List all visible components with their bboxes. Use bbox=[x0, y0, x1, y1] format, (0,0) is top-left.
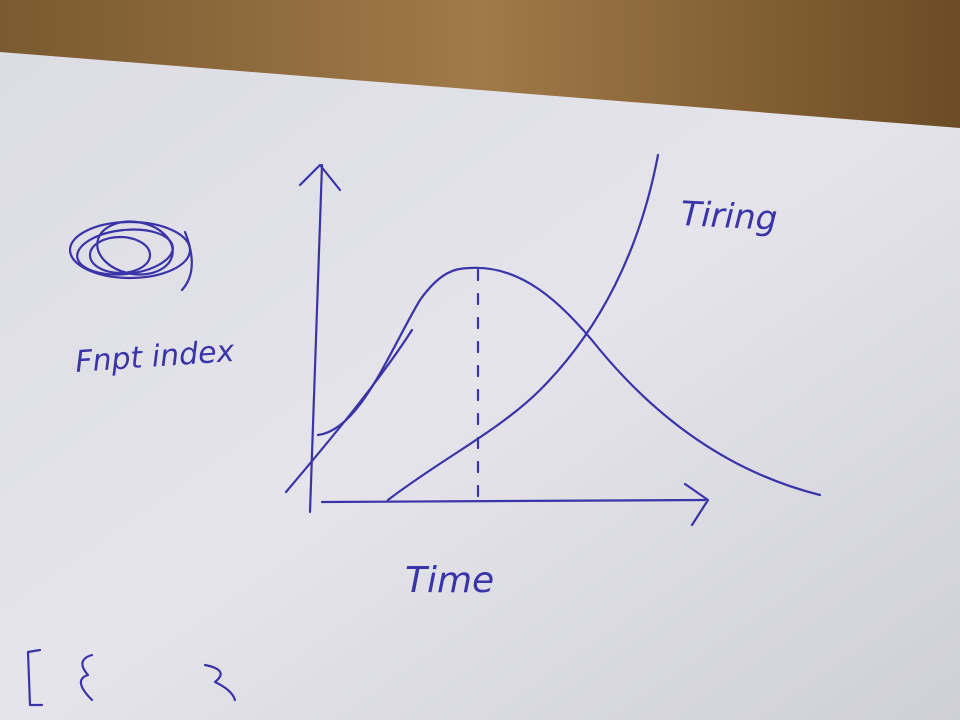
curve-label: Tiring bbox=[680, 194, 779, 239]
axes bbox=[298, 163, 710, 527]
x-axis-label: Time bbox=[405, 560, 494, 601]
curves bbox=[284, 153, 822, 502]
bottom-marks bbox=[26, 648, 237, 707]
scribble bbox=[68, 220, 193, 292]
paper bbox=[0, 52, 960, 720]
